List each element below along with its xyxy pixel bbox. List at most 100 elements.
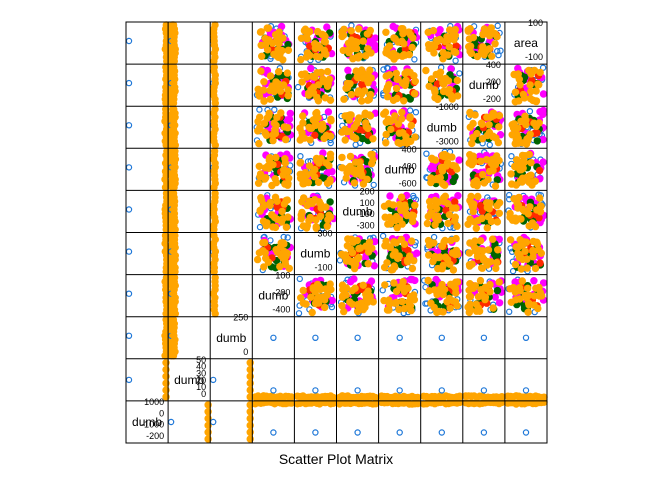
data-point bbox=[390, 34, 398, 42]
data-point bbox=[495, 199, 504, 207]
data-point bbox=[297, 34, 306, 42]
data-point bbox=[447, 65, 455, 73]
data-point bbox=[473, 129, 481, 138]
data-point bbox=[478, 253, 487, 261]
data-point bbox=[322, 131, 331, 140]
data-point bbox=[407, 121, 415, 130]
data-point bbox=[364, 71, 372, 79]
data-point bbox=[466, 292, 475, 301]
data-point bbox=[408, 237, 416, 245]
data-point bbox=[498, 398, 506, 407]
data-point bbox=[430, 303, 438, 312]
data-point bbox=[477, 47, 486, 56]
matrix-cells bbox=[126, 22, 547, 443]
data-point bbox=[533, 240, 542, 249]
data-point bbox=[493, 218, 502, 226]
diagonal-tick-label: -100 bbox=[525, 52, 543, 62]
data-point bbox=[406, 113, 414, 121]
data-point bbox=[260, 119, 269, 127]
data-point bbox=[343, 169, 351, 177]
data-point bbox=[466, 25, 474, 33]
data-point bbox=[314, 113, 322, 122]
data-point bbox=[452, 57, 459, 64]
data-point bbox=[323, 23, 331, 31]
data-point bbox=[169, 99, 178, 107]
data-point bbox=[125, 376, 133, 384]
data-point bbox=[355, 253, 363, 262]
data-point bbox=[414, 393, 422, 402]
data-point bbox=[467, 192, 475, 201]
data-point bbox=[264, 258, 273, 266]
data-point bbox=[171, 225, 179, 234]
data-point bbox=[495, 209, 503, 218]
data-point bbox=[276, 87, 285, 95]
data-point bbox=[355, 25, 363, 33]
data-point bbox=[400, 240, 409, 248]
data-point bbox=[341, 136, 349, 144]
diagonal-tick-label: -400 bbox=[272, 305, 290, 315]
data-point bbox=[391, 112, 399, 120]
data-point bbox=[359, 180, 368, 188]
data-point bbox=[303, 49, 312, 57]
data-point bbox=[392, 84, 401, 93]
data-point bbox=[343, 83, 352, 92]
data-point bbox=[487, 24, 495, 32]
diagonal-cell bbox=[504, 22, 547, 65]
data-point bbox=[287, 393, 296, 401]
data-point bbox=[210, 57, 218, 65]
data-point bbox=[423, 150, 430, 157]
data-point bbox=[346, 278, 355, 286]
data-point bbox=[358, 97, 366, 105]
data-point bbox=[512, 217, 520, 225]
data-point bbox=[276, 35, 284, 43]
data-point bbox=[347, 27, 355, 35]
data-point bbox=[483, 203, 491, 212]
data-point bbox=[406, 107, 414, 114]
data-point bbox=[211, 141, 220, 150]
data-point bbox=[312, 299, 320, 307]
data-point bbox=[307, 64, 315, 73]
data-point bbox=[456, 70, 463, 77]
data-point bbox=[447, 236, 455, 245]
data-point bbox=[256, 223, 264, 231]
data-point bbox=[493, 286, 502, 295]
data-point bbox=[387, 125, 395, 134]
data-point bbox=[296, 158, 305, 167]
data-point bbox=[275, 68, 283, 76]
data-point bbox=[466, 239, 474, 247]
data-point bbox=[440, 238, 448, 246]
variable-name-label: dumb bbox=[300, 247, 330, 261]
data-point bbox=[535, 214, 543, 222]
data-point bbox=[511, 88, 520, 96]
diagonal-tick-label: -3000 bbox=[436, 136, 459, 146]
data-point bbox=[530, 96, 538, 105]
data-point bbox=[342, 128, 351, 136]
data-point bbox=[338, 164, 346, 172]
data-point bbox=[286, 109, 294, 118]
data-point bbox=[171, 141, 180, 150]
data-point bbox=[392, 287, 401, 296]
data-point bbox=[454, 192, 462, 200]
data-point bbox=[444, 199, 452, 208]
data-point bbox=[406, 302, 415, 310]
data-point bbox=[409, 212, 417, 220]
data-point bbox=[442, 162, 450, 170]
data-point bbox=[381, 281, 389, 289]
diagonal-tick-label: 100 bbox=[528, 18, 543, 28]
data-point bbox=[256, 106, 263, 113]
data-point bbox=[359, 281, 367, 289]
data-point bbox=[509, 283, 518, 292]
data-point bbox=[339, 31, 348, 39]
data-point bbox=[398, 115, 406, 123]
data-point bbox=[261, 164, 270, 172]
data-point bbox=[400, 97, 408, 105]
data-point bbox=[171, 267, 179, 276]
data-point bbox=[312, 429, 319, 436]
data-point bbox=[125, 122, 133, 129]
data-point bbox=[455, 156, 463, 164]
data-point bbox=[393, 254, 402, 262]
data-point bbox=[259, 203, 267, 211]
data-point bbox=[411, 56, 418, 63]
data-point bbox=[259, 239, 267, 247]
data-point bbox=[278, 207, 286, 216]
